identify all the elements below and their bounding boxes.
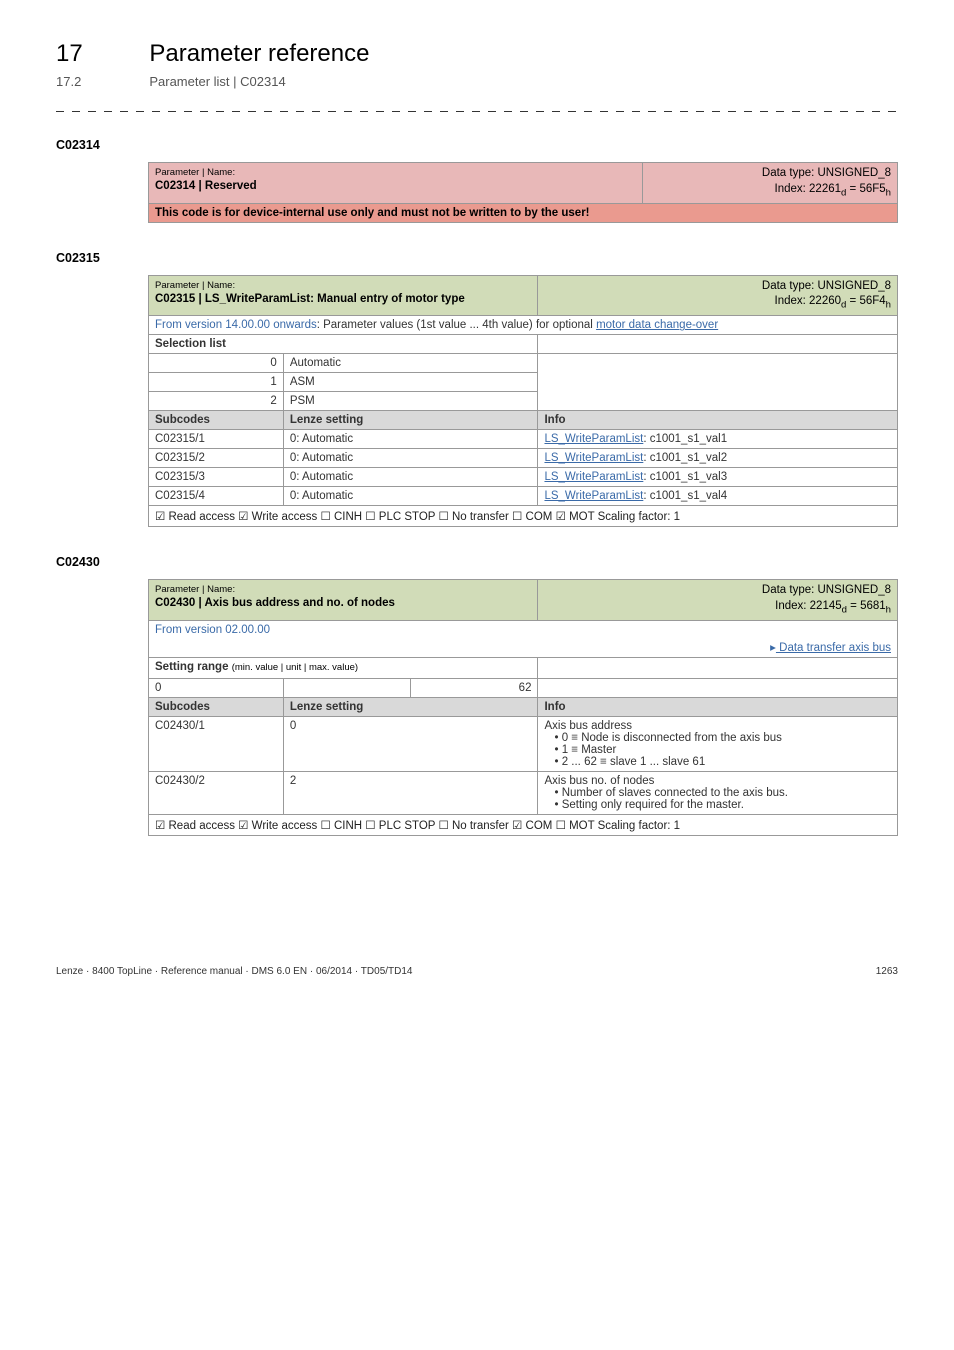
info-cell: Axis bus no. of nodes • Number of slaves… <box>538 772 898 815</box>
lenze-setting: 0: Automatic <box>283 449 538 468</box>
sel-val: PSM <box>283 392 538 411</box>
range-min: 0 <box>149 679 284 698</box>
index: Index: 22260d = 56F4h <box>775 295 892 307</box>
c02314-name-cell: Parameter | Name: C02314 | Reserved <box>149 163 643 204</box>
from-version: From version 02.00.00 <box>155 624 270 636</box>
col-subcodes: Subcodes <box>149 698 284 717</box>
access-footer: ☑ Read access ☑ Write access ☐ CINH ☐ PL… <box>149 506 898 527</box>
col-info: Info <box>538 698 898 717</box>
sel-val: ASM <box>283 373 538 392</box>
divider <box>56 111 898 112</box>
subcode: C02315/3 <box>149 468 284 487</box>
c02315-type-cell: Data type: UNSIGNED_8 Index: 22260d = 56… <box>538 275 898 316</box>
param-heading-c02315: C02315 <box>56 251 898 265</box>
info-cell: Axis bus address • 0 ≡ Node is disconnec… <box>538 717 898 772</box>
subcode: C02315/1 <box>149 430 284 449</box>
info-cell: LS_WriteParamList: c1001_s1_val3 <box>538 468 898 487</box>
c02315-name-cell: Parameter | Name: C02315 | LS_WriteParam… <box>149 275 538 316</box>
sb-link[interactable]: LS_WriteParamList <box>544 452 643 464</box>
lenze-setting: 0 <box>283 717 538 772</box>
chapter-header: 17 Parameter reference <box>56 40 898 68</box>
col-lenze: Lenze setting <box>283 411 538 430</box>
index: Index: 22145d = 5681h <box>775 600 891 612</box>
param-name: C02430 | Axis bus address and no. of nod… <box>155 597 395 609</box>
c02430-version-row: From version 02.00.00 ▸ Data transfer ax… <box>149 621 898 658</box>
note-version: From version 14.00.00 onwards <box>155 319 317 331</box>
param-label: Parameter | Name: <box>155 584 235 595</box>
empty-cell <box>538 354 898 411</box>
info-cell: LS_WriteParamList: c1001_s1_val1 <box>538 430 898 449</box>
section-header: 17.2 Parameter list | C02314 <box>56 68 898 89</box>
block-c02430: Parameter | Name: C02430 | Axis bus addr… <box>148 579 898 836</box>
sb-link[interactable]: LS_WriteParamList <box>544 490 643 502</box>
range-unit <box>283 679 410 698</box>
datatype: Data type: UNSIGNED_8 <box>762 280 891 292</box>
empty-cell <box>538 679 898 698</box>
col-lenze: Lenze setting <box>283 698 538 717</box>
c02314-warning: This code is for device-internal use onl… <box>149 203 898 222</box>
sb-link[interactable]: LS_WriteParamList <box>544 471 643 483</box>
param-heading-c02314: C02314 <box>56 138 898 152</box>
chapter-title: Parameter reference <box>149 40 369 68</box>
table-c02314: Parameter | Name: C02314 | Reserved Data… <box>148 162 898 223</box>
footer-page: 1263 <box>876 966 898 977</box>
datatype: Data type: UNSIGNED_8 <box>762 584 891 596</box>
param-label: Parameter | Name: <box>155 167 235 178</box>
c02315-note: From version 14.00.00 onwards: Parameter… <box>149 316 898 335</box>
lenze-setting: 0: Automatic <box>283 430 538 449</box>
c02430-type-cell: Data type: UNSIGNED_8 Index: 22145d = 56… <box>538 580 898 621</box>
param-name: C02315 | LS_WriteParamList: Manual entry… <box>155 293 465 305</box>
sel-val: Automatic <box>283 354 538 373</box>
info-cell: LS_WriteParamList: c1001_s1_val4 <box>538 487 898 506</box>
param-name: C02314 | Reserved <box>155 180 257 192</box>
table-c02430: Parameter | Name: C02430 | Axis bus addr… <box>148 579 898 836</box>
section-number: 17.2 <box>56 74 146 89</box>
empty-cell <box>538 335 898 354</box>
lenze-setting: 2 <box>283 772 538 815</box>
lenze-setting: 0: Automatic <box>283 487 538 506</box>
subcode: C02430/1 <box>149 717 284 772</box>
param-label: Parameter | Name: <box>155 280 235 291</box>
selection-list-header: Selection list <box>149 335 538 354</box>
range-max: 62 <box>411 679 538 698</box>
c02430-name-cell: Parameter | Name: C02430 | Axis bus addr… <box>149 580 538 621</box>
sel-num: 1 <box>149 373 284 392</box>
footer-left: Lenze · 8400 TopLine · Reference manual … <box>56 966 413 977</box>
table-c02315: Parameter | Name: C02315 | LS_WriteParam… <box>148 275 898 528</box>
subcode: C02315/4 <box>149 487 284 506</box>
sel-num: 0 <box>149 354 284 373</box>
col-info: Info <box>538 411 898 430</box>
page-footer: Lenze · 8400 TopLine · Reference manual … <box>56 966 898 977</box>
setting-range-header: Setting range (min. value | unit | max. … <box>149 658 538 679</box>
subcode: C02430/2 <box>149 772 284 815</box>
block-c02314: Parameter | Name: C02314 | Reserved Data… <box>148 162 898 223</box>
subcode: C02315/2 <box>149 449 284 468</box>
empty-cell <box>538 658 898 679</box>
info-cell: LS_WriteParamList: c1001_s1_val2 <box>538 449 898 468</box>
datatype: Data type: UNSIGNED_8 <box>762 167 891 179</box>
sb-link[interactable]: LS_WriteParamList <box>544 433 643 445</box>
param-heading-c02430: C02430 <box>56 555 898 569</box>
c02314-type-cell: Data type: UNSIGNED_8 Index: 22261d = 56… <box>643 163 898 204</box>
chapter-number: 17 <box>56 40 146 68</box>
index: Index: 22261d = 56F5h <box>775 183 892 195</box>
data-transfer-link[interactable]: Data transfer axis bus <box>776 642 891 654</box>
note-link[interactable]: motor data change-over <box>596 319 718 331</box>
block-c02315: Parameter | Name: C02315 | LS_WriteParam… <box>148 275 898 528</box>
section-title: Parameter list | C02314 <box>149 74 285 89</box>
lenze-setting: 0: Automatic <box>283 468 538 487</box>
sel-num: 2 <box>149 392 284 411</box>
col-subcodes: Subcodes <box>149 411 284 430</box>
access-footer: ☑ Read access ☑ Write access ☐ CINH ☐ PL… <box>149 815 898 836</box>
